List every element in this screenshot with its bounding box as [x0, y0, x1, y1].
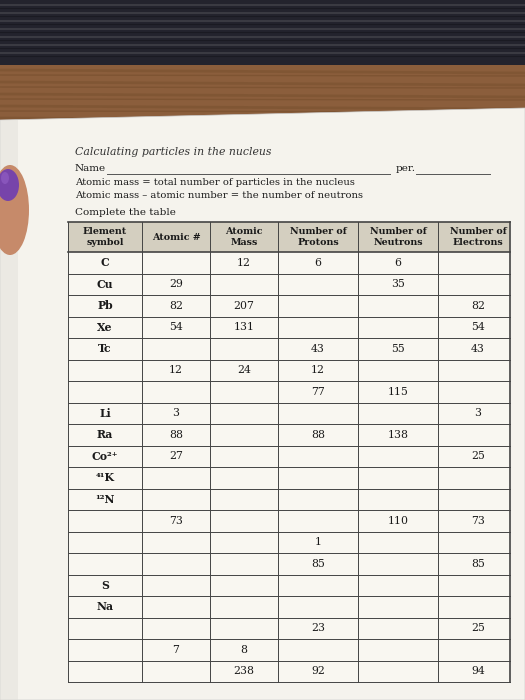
Text: 131: 131 — [234, 322, 255, 332]
Bar — [68, 639, 510, 661]
Bar — [68, 596, 510, 617]
Text: 12: 12 — [311, 365, 325, 375]
Text: 7: 7 — [173, 645, 180, 654]
Text: 35: 35 — [391, 279, 405, 289]
Text: Number of
Neutrons: Number of Neutrons — [370, 228, 426, 246]
Bar — [68, 467, 510, 489]
Text: 55: 55 — [391, 344, 405, 354]
Text: S: S — [101, 580, 109, 591]
Text: Atomic #: Atomic # — [152, 232, 201, 241]
Text: 25: 25 — [471, 623, 485, 634]
Polygon shape — [0, 120, 18, 700]
Text: 43: 43 — [471, 344, 485, 354]
Text: Number of
Electrons: Number of Electrons — [449, 228, 507, 246]
Text: 92: 92 — [311, 666, 325, 676]
Bar — [68, 510, 510, 531]
Text: 110: 110 — [387, 516, 408, 526]
Ellipse shape — [0, 165, 29, 255]
Text: 3: 3 — [173, 408, 180, 418]
Bar — [68, 295, 510, 316]
Text: Name: Name — [75, 164, 106, 173]
Text: 82: 82 — [471, 301, 485, 311]
Text: 77: 77 — [311, 386, 325, 397]
Text: Cu: Cu — [97, 279, 113, 290]
Text: C: C — [101, 258, 109, 268]
Text: 85: 85 — [311, 559, 325, 568]
Text: 23: 23 — [311, 623, 325, 634]
Polygon shape — [0, 108, 525, 700]
Text: 8: 8 — [240, 645, 247, 654]
Text: 6: 6 — [394, 258, 402, 267]
Text: 207: 207 — [234, 301, 255, 311]
Text: 6: 6 — [314, 258, 321, 267]
Text: ¹²N: ¹²N — [95, 494, 115, 505]
Text: Calculating particles in the nucleus: Calculating particles in the nucleus — [75, 147, 271, 157]
Bar — [68, 381, 510, 402]
Bar — [68, 222, 510, 252]
Text: Complete the table: Complete the table — [75, 208, 176, 217]
Text: 29: 29 — [169, 279, 183, 289]
Text: 25: 25 — [471, 452, 485, 461]
Bar — [68, 252, 510, 274]
Text: 85: 85 — [471, 559, 485, 568]
Text: 54: 54 — [471, 322, 485, 332]
Text: 27: 27 — [169, 452, 183, 461]
Text: Ra: Ra — [97, 429, 113, 440]
Text: Li: Li — [99, 407, 111, 419]
Text: Element
symbol: Element symbol — [83, 228, 127, 246]
Text: 3: 3 — [475, 408, 481, 418]
Text: 88: 88 — [311, 430, 325, 440]
Bar — [68, 553, 510, 575]
Bar — [68, 445, 510, 467]
Text: 1: 1 — [314, 538, 321, 547]
Bar — [0, 65, 525, 165]
Text: Tc: Tc — [98, 343, 112, 354]
Bar — [68, 617, 510, 639]
Text: 12: 12 — [169, 365, 183, 375]
Bar — [68, 575, 510, 596]
Text: Number of
Protons: Number of Protons — [290, 228, 346, 246]
Bar — [68, 424, 510, 445]
Text: 73: 73 — [471, 516, 485, 526]
Text: 115: 115 — [387, 386, 408, 397]
Text: Na: Na — [97, 601, 113, 612]
Text: Atomic mass = total number of particles in the nucleus: Atomic mass = total number of particles … — [75, 178, 355, 187]
Text: Atomic mass – atomic number = the number of neutrons: Atomic mass – atomic number = the number… — [75, 191, 363, 200]
Text: 238: 238 — [234, 666, 255, 676]
Bar — [0, 0, 525, 95]
Text: 138: 138 — [387, 430, 408, 440]
Bar — [68, 489, 510, 510]
Text: Co²⁺: Co²⁺ — [92, 451, 118, 462]
Ellipse shape — [1, 172, 9, 184]
Bar — [68, 316, 510, 338]
Text: Xe: Xe — [97, 322, 113, 332]
Bar — [68, 338, 510, 360]
Text: 24: 24 — [237, 365, 251, 375]
Text: 12: 12 — [237, 258, 251, 267]
Text: per.: per. — [396, 164, 416, 173]
Text: ⁴¹K: ⁴¹K — [96, 473, 114, 483]
Text: 94: 94 — [471, 666, 485, 676]
Bar — [68, 360, 510, 381]
Text: 73: 73 — [169, 516, 183, 526]
Ellipse shape — [0, 169, 19, 201]
Text: 43: 43 — [311, 344, 325, 354]
Bar — [68, 402, 510, 424]
Text: Pb: Pb — [97, 300, 113, 312]
Text: 54: 54 — [169, 322, 183, 332]
Text: Atomic
Mass: Atomic Mass — [225, 228, 262, 246]
Bar — [68, 661, 510, 682]
Bar — [68, 531, 510, 553]
Text: 88: 88 — [169, 430, 183, 440]
Bar — [68, 274, 510, 295]
Text: 82: 82 — [169, 301, 183, 311]
